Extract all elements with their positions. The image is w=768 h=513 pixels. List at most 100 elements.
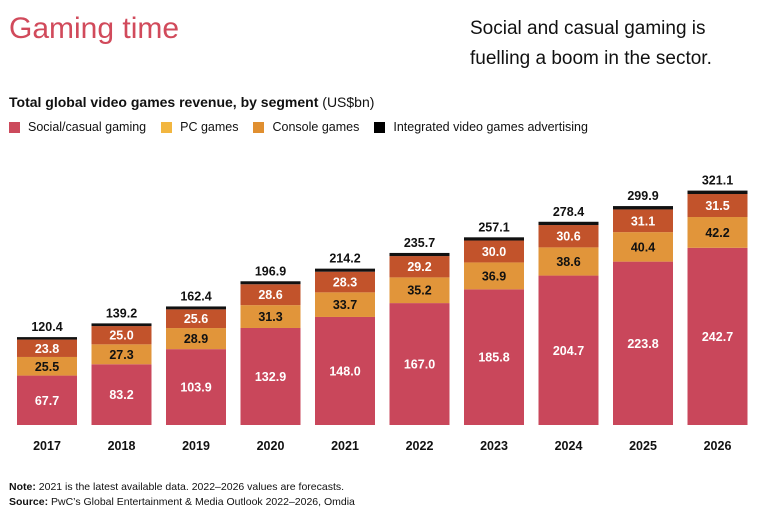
legend-item-social: Social/casual gaming (9, 120, 146, 134)
bar-segment-3 (464, 237, 524, 241)
bar-segment-1 (538, 247, 599, 276)
source-label: Source: (9, 496, 49, 508)
data-label: 28.9 (184, 332, 208, 346)
total-label: 235.7 (404, 236, 435, 250)
chart-title: Total global video games revenue, by seg… (9, 94, 319, 110)
bar-segment-2 (613, 209, 673, 233)
legend-item-advertising: Integrated video games advertising (374, 120, 588, 134)
total-label: 162.4 (180, 289, 211, 303)
x-tick-label: 2022 (406, 439, 434, 453)
bar-segment-3 (91, 323, 152, 327)
bar-segment-0 (17, 375, 77, 425)
bar-segment-3 (240, 281, 301, 285)
x-tick-label: 2019 (182, 439, 210, 453)
legend-swatch-pc (161, 121, 173, 133)
source: Source: PwC’s Global Entertainment & Med… (9, 496, 355, 508)
x-tick-label: 2026 (704, 439, 732, 453)
source-text: PwC’s Global Entertainment & Media Outlo… (48, 496, 355, 508)
chart-subtitle: Total global video games revenue, by seg… (9, 94, 374, 110)
bar-segment-0 (389, 303, 450, 425)
note: Note: 2021 is the latest available data.… (9, 481, 344, 493)
bar-segment-0 (613, 261, 673, 425)
bar-segment-3 (17, 337, 77, 340)
legend-swatch-console (253, 121, 265, 133)
data-label: 185.8 (478, 351, 509, 365)
total-label: 278.4 (553, 205, 584, 219)
data-label: 30.0 (482, 245, 506, 259)
data-label: 25.5 (35, 360, 59, 374)
data-label: 242.7 (702, 330, 733, 344)
bar-segment-3 (538, 221, 599, 226)
bar-segment-1 (687, 217, 748, 248)
data-label: 33.7 (333, 298, 357, 312)
bar-segment-2 (687, 194, 748, 218)
data-label: 35.2 (407, 284, 431, 298)
data-label: 31.3 (258, 310, 282, 324)
total-label: 321.1 (702, 174, 733, 188)
chart-unit: (US$bn) (322, 94, 375, 110)
bar-segment-1 (464, 262, 524, 290)
x-tick-label: 2024 (555, 439, 583, 453)
legend-label: Social/casual gaming (28, 120, 147, 134)
bar-segment-1 (389, 277, 450, 304)
bar-segment-1 (315, 292, 375, 317)
bar-segment-0 (315, 316, 375, 425)
bar-segment-1 (240, 305, 301, 328)
data-label: 204.7 (553, 344, 584, 358)
bar-segment-3 (166, 306, 226, 310)
bar-segment-2 (464, 240, 524, 263)
legend: Social/casual gaming PC games Console ga… (9, 120, 603, 134)
x-tick-label: 2023 (480, 439, 508, 453)
bar-segment-1 (91, 344, 152, 365)
bar-segment-0 (240, 327, 301, 425)
data-label: 36.9 (482, 269, 506, 283)
data-label: 25.6 (184, 312, 208, 326)
data-label: 103.9 (180, 381, 211, 395)
bar-segment-2 (91, 326, 152, 345)
bar-segment-2 (166, 309, 226, 329)
legend-swatch-social (9, 121, 20, 133)
data-label: 38.6 (556, 255, 580, 269)
data-label: 23.8 (35, 342, 59, 356)
data-label: 25.0 (109, 329, 133, 343)
x-tick-label: 2025 (629, 439, 657, 453)
page-title: Gaming time (9, 12, 180, 45)
bar-segment-2 (538, 225, 599, 248)
total-label: 196.9 (255, 264, 286, 278)
bar-segment-3 (687, 190, 748, 195)
total-label: 257.1 (478, 220, 509, 234)
data-label: 67.7 (35, 394, 59, 408)
legend-item-console: Console games (253, 120, 359, 134)
data-label: 31.1 (631, 214, 655, 228)
bar-segment-2 (389, 256, 450, 278)
bar-segment-2 (315, 271, 375, 293)
legend-label: Integrated video games advertising (393, 120, 588, 134)
legend-label: PC games (180, 120, 239, 134)
note-label: Note: (9, 481, 36, 493)
legend-swatch-advertising (374, 121, 386, 133)
data-label: 27.3 (109, 348, 133, 362)
data-label: 83.2 (109, 388, 133, 402)
data-label: 28.6 (258, 288, 282, 302)
bar-segment-2 (240, 284, 301, 306)
legend-label: Console games (272, 120, 360, 134)
bar-segment-3 (389, 252, 450, 257)
bar-segment-0 (166, 349, 226, 425)
bar-segment-0 (538, 275, 599, 425)
x-tick-label: 2018 (108, 439, 136, 453)
legend-item-pc: PC games (161, 120, 238, 134)
total-label: 139.2 (106, 306, 137, 320)
bar-segment-3 (613, 206, 673, 210)
data-label: 42.2 (705, 226, 729, 240)
data-label: 28.3 (333, 276, 357, 290)
data-label: 223.8 (627, 337, 658, 351)
x-tick-label: 2017 (33, 439, 61, 453)
data-label: 31.5 (705, 199, 729, 213)
bar-segment-0 (91, 364, 152, 425)
data-label: 40.4 (631, 240, 655, 254)
data-label: 29.2 (407, 260, 431, 274)
x-tick-label: 2020 (257, 439, 285, 453)
bar-segment-0 (464, 289, 524, 425)
headline: Social and casual gaming is fuelling a b… (470, 18, 712, 69)
